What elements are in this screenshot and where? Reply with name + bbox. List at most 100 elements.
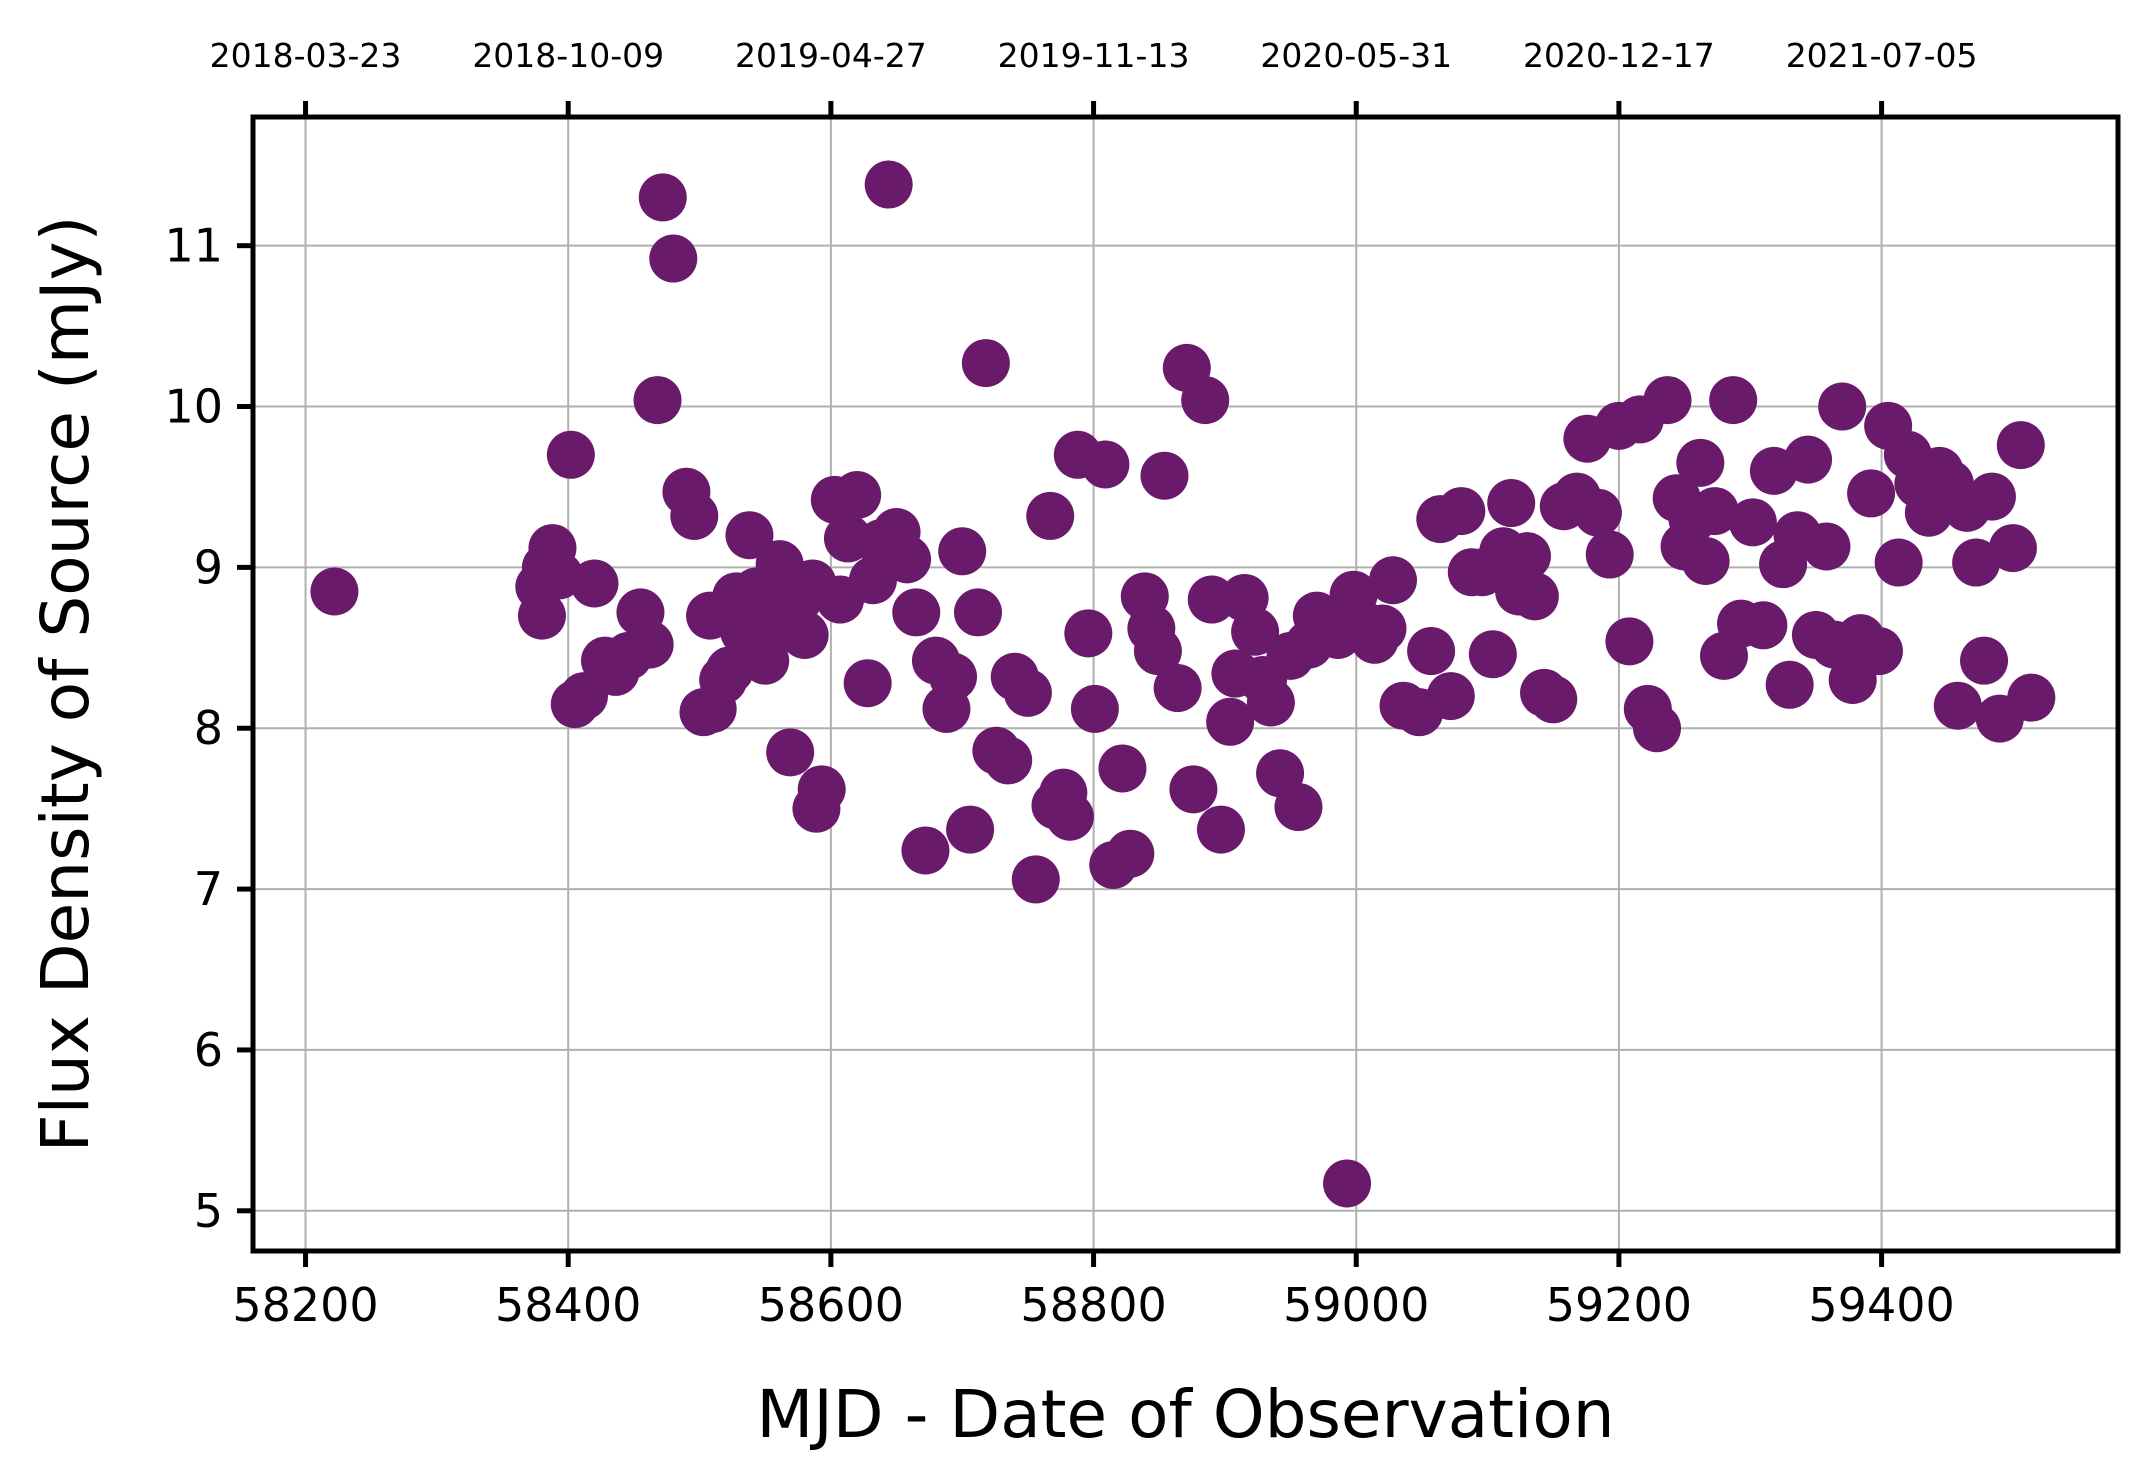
data-point: [1196, 805, 1245, 854]
x-tick-label: 58200: [232, 1278, 378, 1332]
data-point: [1133, 627, 1182, 676]
data-point: [1064, 609, 1113, 658]
data-point: [741, 636, 790, 685]
data-point: [546, 430, 595, 479]
x-tick-label: 59000: [1283, 1278, 1429, 1332]
data-point: [1140, 451, 1189, 500]
data-point: [1323, 1159, 1372, 1208]
data-point: [953, 588, 1002, 637]
data-point: [649, 234, 698, 283]
data-point: [1967, 472, 2016, 521]
data-point: [725, 511, 774, 560]
x-tick-label: 58600: [758, 1278, 904, 1332]
data-point: [1573, 488, 1622, 537]
x-tick-label: 59200: [1546, 1278, 1692, 1332]
data-point: [864, 160, 913, 209]
axis-ticks: 58200 58400 58600 58800 59000 59200 59400 5 6 7 8 9…: [164, 36, 1977, 1332]
y-tick-label: 8: [194, 701, 223, 755]
data-point: [1933, 681, 1982, 730]
y-tick-label: 9: [194, 540, 223, 594]
y-tick-label: 5: [194, 1184, 223, 1238]
data-point: [638, 173, 687, 222]
data-point: [1802, 522, 1851, 571]
data-point: [883, 535, 932, 584]
data-point: [1874, 538, 1923, 587]
top-date-label: 2018-03-23: [210, 36, 402, 75]
data-point: [1585, 530, 1634, 579]
x-tick-label: 59400: [1808, 1278, 1954, 1332]
data-point: [1676, 438, 1725, 487]
data-point: [625, 620, 674, 669]
data-point: [1784, 435, 1833, 484]
y-axis-title: Flux Density of Source (mJy): [27, 216, 104, 1153]
data-point: [984, 736, 1033, 785]
x-axis-title: MJD - Date of Observation: [756, 1376, 1614, 1453]
data-point: [1246, 678, 1295, 727]
data-point: [797, 765, 846, 814]
data-point: [1502, 532, 1551, 581]
y-tick-label: 11: [164, 219, 223, 273]
data-point: [310, 567, 359, 616]
data-point: [833, 471, 882, 519]
data-point: [766, 728, 815, 777]
y-tick-label: 10: [164, 380, 223, 434]
data-point: [1633, 704, 1682, 753]
top-date-label: 2020-12-17: [1523, 36, 1715, 75]
data-point: [1045, 792, 1094, 841]
x-tick-label: 58400: [495, 1278, 641, 1332]
data-point: [1153, 664, 1202, 713]
data-point: [1468, 630, 1517, 679]
data-point: [929, 652, 978, 701]
top-date-label: 2020-05-31: [1260, 36, 1452, 75]
data-point: [570, 559, 619, 608]
data-point: [1106, 829, 1155, 878]
data-point: [1011, 855, 1060, 904]
top-date-label: 2021-07-05: [1786, 36, 1978, 75]
data-point: [1605, 617, 1654, 666]
top-date-label: 2019-11-13: [998, 36, 1190, 75]
data-point: [1369, 556, 1418, 605]
data-point: [1681, 536, 1730, 585]
data-point: [1437, 487, 1486, 536]
data-point: [1847, 469, 1896, 518]
top-date-label: 2018-10-09: [472, 36, 664, 75]
data-point: [1952, 538, 2001, 587]
data-point: [1098, 744, 1147, 793]
data-point: [1818, 382, 1867, 431]
data-point: [1709, 376, 1758, 425]
data-point: [1206, 697, 1255, 746]
data-point: [1996, 421, 2045, 470]
y-tick-label: 7: [194, 862, 223, 916]
data-point: [1003, 668, 1052, 717]
data-point: [780, 610, 829, 659]
data-point: [1690, 487, 1739, 536]
data-point: [1426, 672, 1475, 721]
data-point: [1070, 684, 1119, 733]
data-point: [961, 339, 1010, 388]
data-point: [1739, 601, 1788, 650]
data-point: [1181, 376, 1230, 425]
data-point: [1169, 765, 1218, 814]
data-point: [1407, 627, 1456, 676]
data-point: [1765, 660, 1814, 709]
data-point: [946, 805, 995, 854]
data-point: [670, 491, 719, 540]
data-point: [1358, 604, 1407, 653]
data-point: [1854, 627, 1903, 676]
data-point: [1026, 491, 1075, 540]
plot-frame: [250, 114, 2121, 1254]
data-point: [892, 588, 941, 637]
data-point: [938, 527, 987, 576]
data-point: [1728, 498, 1777, 547]
x-tick-label: 58800: [1020, 1278, 1166, 1332]
data-point: [901, 826, 950, 875]
data-point: [1988, 524, 2037, 573]
data-points: [310, 160, 2056, 1208]
data-point: [1081, 440, 1130, 489]
data-point: [1960, 636, 2009, 685]
data-point: [1274, 783, 1323, 832]
y-tick-label: 6: [194, 1023, 223, 1077]
data-point: [1643, 376, 1692, 425]
